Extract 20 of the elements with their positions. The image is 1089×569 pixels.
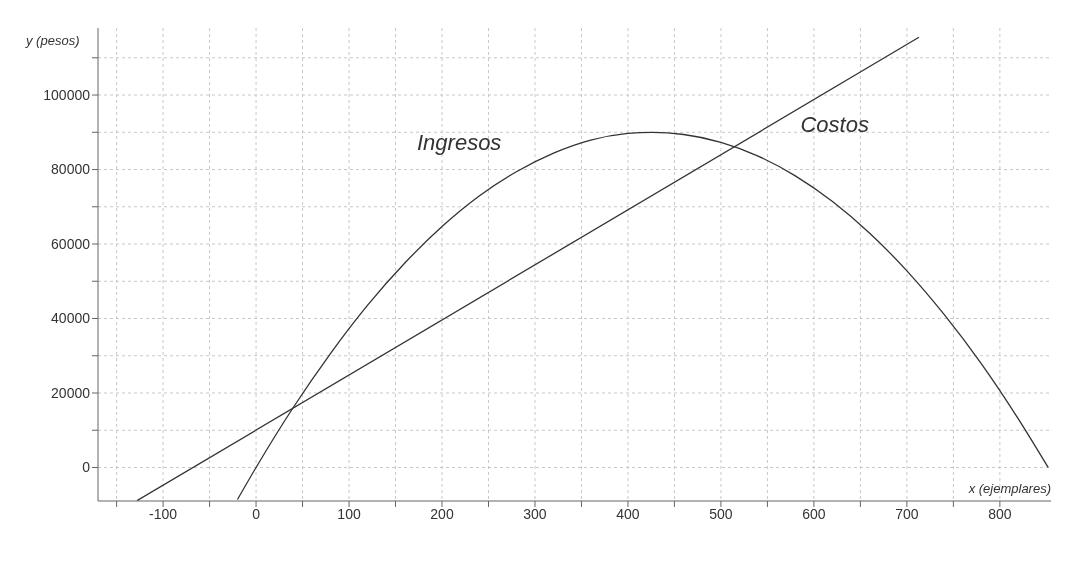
y-tick-label: 100000 — [43, 87, 91, 104]
y-tick-label: 80000 — [51, 161, 91, 178]
y-tick-label: 60000 — [51, 235, 91, 252]
x-tick-label: 600 — [802, 505, 826, 522]
x-tick-label: -100 — [149, 505, 178, 522]
y-axis-title: y (pesos) — [25, 33, 80, 49]
y-tick-label: 20000 — [51, 384, 91, 401]
y-tick-label: 40000 — [51, 310, 91, 327]
x-axis-title: x (ejemplares) — [967, 481, 1051, 496]
x-tick-label: 100 — [337, 505, 361, 522]
x-tick-label: 800 — [988, 505, 1012, 522]
series-label: Costos — [800, 112, 869, 138]
x-tick-label: 500 — [709, 505, 733, 522]
x-tick-label: 200 — [430, 505, 454, 522]
y-tick-label: 0 — [82, 459, 91, 476]
x-tick-label: 0 — [252, 505, 261, 522]
x-tick-label: 400 — [616, 505, 640, 522]
x-tick-label: 700 — [895, 505, 919, 522]
series-label: Ingresos — [417, 129, 502, 155]
x-tick-label: 300 — [523, 505, 547, 522]
